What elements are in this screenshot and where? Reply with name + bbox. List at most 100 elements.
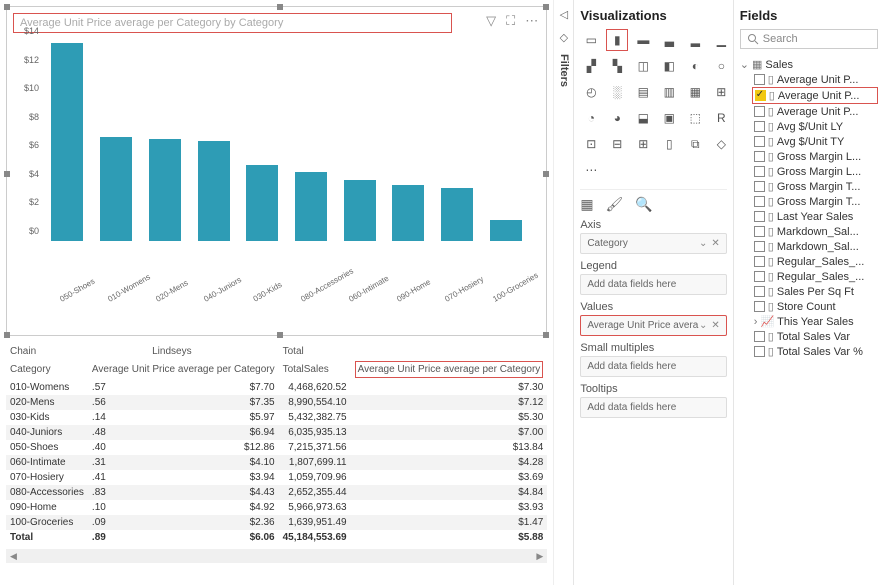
checkbox[interactable] (754, 301, 765, 312)
field-item[interactable]: ▯Average Unit P... (752, 87, 878, 104)
field-item[interactable]: ▯Gross Margin T... (740, 194, 878, 209)
sm-well[interactable]: Add data fields here (580, 356, 726, 377)
checkbox[interactable] (754, 121, 765, 132)
field-item[interactable]: ▯Sales Per Sq Ft (740, 284, 878, 299)
table-row[interactable]: 090-Home.10$4.925,966,973.63$3.93 (6, 500, 547, 515)
viz-type-icon[interactable]: ⬚ (684, 107, 706, 129)
field-item[interactable]: ▯Avg $/Unit LY (740, 119, 878, 134)
fields-tab-icon[interactable]: ▦ (580, 196, 593, 213)
more-icon[interactable]: ⋯ (525, 13, 538, 29)
viz-type-icon[interactable]: ⊟ (606, 133, 628, 155)
viz-type-icon[interactable]: ▤ (632, 81, 654, 103)
table-row[interactable]: 080-Accessories.83$4.432,652,355.44$4.84 (6, 485, 547, 500)
table-row[interactable]: 070-Hosiery.41$3.941,059,709.96$3.69 (6, 470, 547, 485)
table-row[interactable]: 010-Womens.57$7.704,468,620.52$7.30 (6, 380, 547, 395)
viz-type-icon[interactable]: ⬓ (632, 107, 654, 129)
table-row[interactable]: 030-Kids.14$5.975,432,382.75$5.30 (6, 410, 547, 425)
viz-type-icon[interactable]: ▭ (580, 29, 602, 51)
viz-type-icon[interactable]: ▃ (658, 29, 680, 51)
field-item[interactable]: ▯Store Count (740, 299, 878, 314)
bar[interactable] (344, 180, 376, 241)
viz-type-icon[interactable]: ▬ (632, 29, 654, 51)
legend-well[interactable]: Add data fields here (580, 274, 726, 295)
viz-type-icon[interactable]: ▮ (606, 29, 628, 51)
viz-type-icon[interactable]: ⊡ (580, 133, 602, 155)
bar[interactable] (441, 188, 473, 241)
bar[interactable] (295, 172, 327, 241)
bookmark-icon[interactable]: ◇ (560, 31, 568, 44)
viz-type-icon[interactable]: ▂ (684, 29, 706, 51)
checkbox[interactable] (754, 181, 765, 192)
checkbox[interactable] (754, 166, 765, 177)
viz-type-icon[interactable]: ◧ (658, 55, 680, 77)
checkbox[interactable] (754, 286, 765, 297)
field-item[interactable]: ▯Gross Margin L... (740, 164, 878, 179)
checkbox[interactable] (754, 226, 765, 237)
filters-tab[interactable]: Filters (558, 54, 570, 87)
viz-type-icon[interactable]: R (710, 107, 732, 129)
field-item[interactable]: ▯Gross Margin L... (740, 149, 878, 164)
viz-type-icon[interactable]: ▥ (658, 81, 680, 103)
viz-type-icon[interactable]: ◐ (684, 55, 706, 77)
table-row[interactable]: 060-Intimate.31$4.101,807,699.11$4.28 (6, 455, 547, 470)
bar[interactable] (51, 43, 83, 241)
checkbox[interactable] (754, 211, 765, 222)
tooltips-well[interactable]: Add data fields here (580, 397, 726, 418)
checkbox[interactable] (754, 271, 765, 282)
bar[interactable] (246, 165, 278, 241)
search-input[interactable]: Search (740, 29, 878, 49)
analytics-tab-icon[interactable]: 🔍 (635, 196, 652, 213)
bar[interactable] (149, 139, 181, 241)
checkbox[interactable] (754, 256, 765, 267)
collapse-icon[interactable]: ◁ (560, 8, 568, 21)
bar[interactable] (100, 137, 132, 241)
checkbox[interactable] (754, 106, 765, 117)
focus-icon[interactable]: ⛶ (506, 13, 515, 29)
viz-type-icon[interactable]: ▣ (658, 107, 680, 129)
field-item[interactable]: ▯Markdown_Sal... (740, 224, 878, 239)
viz-type-icon[interactable]: ⧉ (684, 133, 706, 155)
chart-visual[interactable]: ▽ ⛶ ⋯ Average Unit Price average per Cat… (6, 6, 547, 336)
viz-type-icon[interactable]: ░ (606, 81, 628, 103)
checkbox[interactable] (754, 151, 765, 162)
viz-type-icon[interactable]: ⊞ (710, 81, 732, 103)
table-row[interactable]: 100-Groceries.09$2.361,639,951.49$1.47 (6, 515, 547, 530)
values-well[interactable]: Average Unit Price avera⌄✕ (580, 315, 726, 336)
viz-type-icon[interactable]: ▁ (710, 29, 732, 51)
viz-type-icon[interactable]: ⊞ (632, 133, 654, 155)
viz-type-icon[interactable]: ◇ (710, 133, 732, 155)
checkbox[interactable] (754, 196, 765, 207)
viz-type-icon[interactable]: ◫ (632, 55, 654, 77)
viz-type-icon[interactable]: ◕ (606, 107, 628, 129)
bar[interactable] (490, 220, 522, 241)
field-item[interactable]: ▯Gross Margin T... (740, 179, 878, 194)
checkbox[interactable] (754, 331, 765, 342)
table-row[interactable]: 050-Shoes.40$12.867,215,371.56$13.84 (6, 440, 547, 455)
field-item[interactable]: ▯Regular_Sales_... (740, 269, 878, 284)
filter-icon[interactable]: ▽ (486, 13, 496, 29)
viz-type-icon[interactable]: ▞ (580, 55, 602, 77)
viz-type-icon[interactable]: ▯ (658, 133, 680, 155)
table-row[interactable]: 020-Mens.56$7.358,990,554.10$7.12 (6, 395, 547, 410)
viz-type-icon[interactable]: ▚ (606, 55, 628, 77)
axis-well[interactable]: Category⌄✕ (580, 233, 726, 254)
bar[interactable] (392, 185, 424, 241)
table-node[interactable]: ⌄ ▦ Sales (740, 57, 878, 72)
field-item[interactable]: ▯Avg $/Unit TY (740, 134, 878, 149)
field-item[interactable]: ▯Average Unit P... (740, 104, 878, 119)
checkbox[interactable] (754, 346, 765, 357)
field-item[interactable]: ▯Total Sales Var % (740, 344, 878, 359)
horizontal-scrollbar[interactable]: ◀▶ (6, 549, 547, 563)
field-item[interactable]: ›📈This Year Sales (740, 314, 878, 329)
field-item[interactable]: ▯Total Sales Var (740, 329, 878, 344)
viz-type-icon[interactable]: ◴ (580, 81, 602, 103)
field-item[interactable]: ▯Regular_Sales_... (740, 254, 878, 269)
viz-type-icon[interactable]: ○ (710, 55, 732, 77)
table-row[interactable]: 040-Juniors.48$6.946,035,935.13$7.00 (6, 425, 547, 440)
viz-type-icon[interactable]: ⋯ (580, 159, 602, 181)
field-item[interactable]: ▯Markdown_Sal... (740, 239, 878, 254)
checkbox[interactable] (754, 136, 765, 147)
checkbox[interactable] (754, 74, 765, 85)
field-item[interactable]: ▯Average Unit P... (740, 72, 878, 87)
format-tab-icon[interactable]: 🖌 (606, 196, 624, 213)
